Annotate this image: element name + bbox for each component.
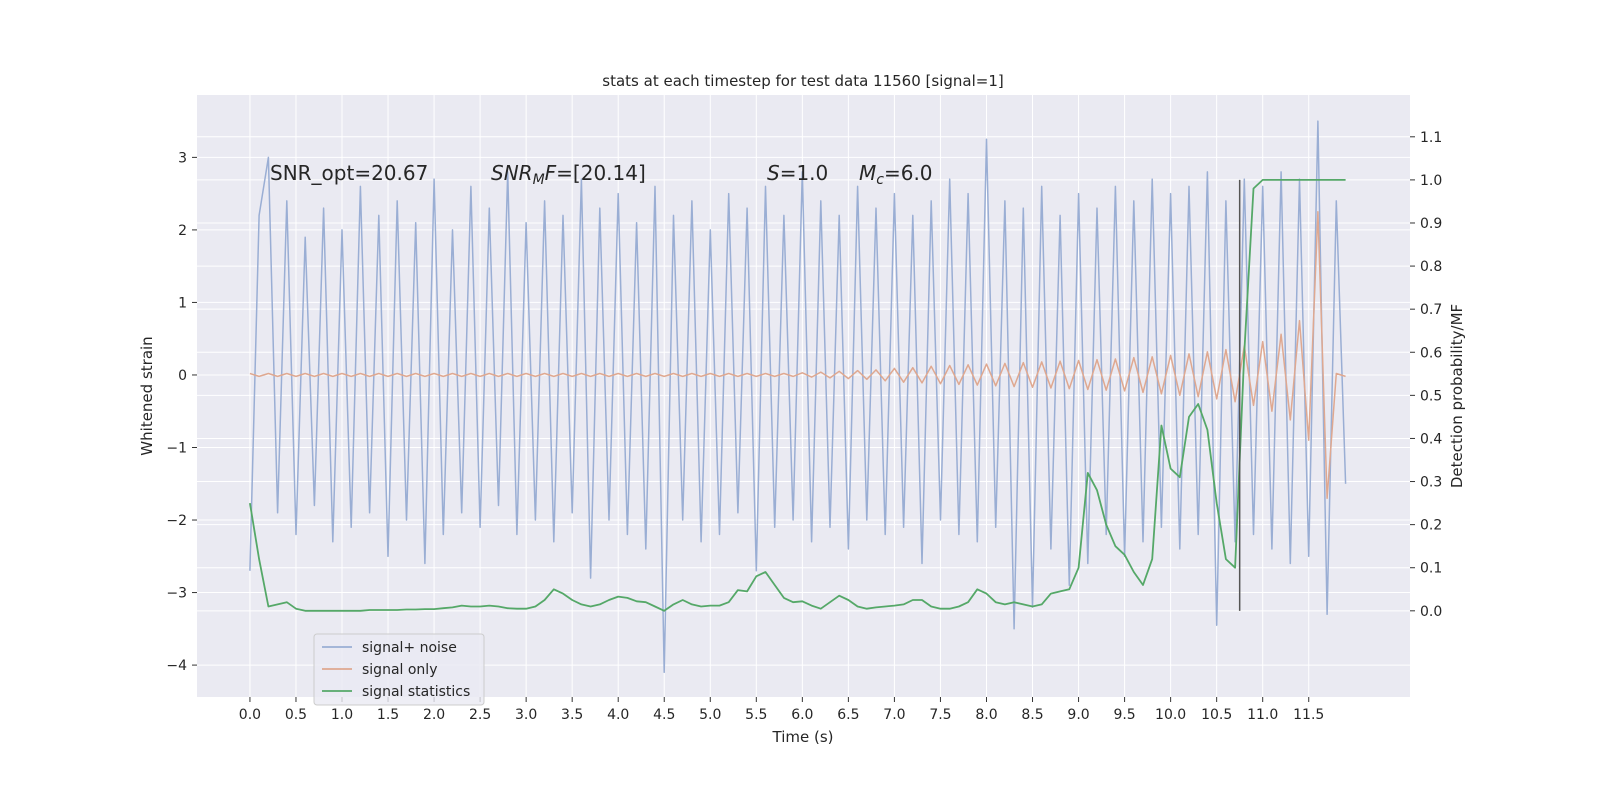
x-tick-label: 6.5: [837, 707, 859, 723]
annotation-part: S: [767, 161, 780, 185]
x-tick-label: 11.5: [1293, 707, 1324, 723]
legend: signal+ noise signal only signal statistic…: [313, 633, 485, 706]
chart-title: stats at each timestep for test data 115…: [602, 72, 1003, 90]
x-tick-label: 3.5: [561, 707, 583, 723]
legend-box: [313, 633, 485, 706]
x-tick-label: 1.0: [331, 707, 353, 723]
legend-label: signal statistics: [362, 684, 470, 700]
y-tick-label: 1: [178, 295, 187, 311]
x-tick-label: 0.0: [239, 707, 261, 723]
x-tick-label: 7.5: [929, 707, 951, 723]
x-tick-label: 2.0: [423, 707, 445, 723]
x-tick-label: 5.0: [699, 707, 721, 723]
annotation: Mc=6.0: [859, 161, 933, 188]
x-tick-label: 9.5: [1113, 707, 1135, 723]
y-tick-label: 3: [178, 150, 187, 166]
x-tick-label: 0.5: [285, 707, 307, 723]
x-tick-label: 10.0: [1155, 707, 1186, 723]
y-tick-label: −4: [166, 658, 187, 674]
y2-tick-label: 0.0: [1420, 604, 1442, 620]
y2-tick-label: 0.8: [1420, 259, 1442, 275]
annotation: SNR_opt=20.67: [270, 161, 428, 185]
y2-tick-label: 0.5: [1420, 388, 1442, 404]
x-tick-label: 9.0: [1067, 707, 1089, 723]
plot-area: [197, 95, 1410, 697]
x-tick-label: 11.0: [1247, 707, 1278, 723]
y2-tick-label: 0.6: [1420, 345, 1442, 361]
annotation-part: =6.0: [884, 161, 933, 185]
y-tick-label: −3: [166, 586, 187, 602]
y-tick-label: −2: [166, 513, 187, 529]
annotation-part: =1.0: [780, 161, 829, 185]
y2-tick-label: 0.1: [1420, 561, 1442, 577]
y2-tick-label: 0.2: [1420, 518, 1442, 534]
annotation-part: M: [533, 172, 545, 188]
y-tick-label: 0: [178, 368, 187, 384]
x-tick-label: 10.5: [1201, 707, 1232, 723]
annotation: SNRMF=[20.14]: [491, 161, 646, 188]
y2-tick-label: 0.9: [1420, 216, 1442, 232]
annotation-part: c: [876, 172, 884, 188]
annotation-part: F: [545, 161, 557, 185]
x-tick-label: 6.0: [791, 707, 813, 723]
y2-tick-label: 0.3: [1420, 475, 1442, 491]
series-line: [249, 179, 1346, 612]
y2-tick-label: 1.0: [1420, 173, 1442, 189]
series-line: [249, 211, 1346, 500]
y2-tick-label: 0.4: [1420, 431, 1442, 447]
x-tick-label: 8.5: [1021, 707, 1043, 723]
y2-axis-label: Detection probability/MF: [1448, 304, 1466, 488]
x-tick-label: 4.5: [653, 707, 675, 723]
y2-tick-label: 0.7: [1420, 302, 1442, 318]
x-tick-label: 8.0: [975, 707, 997, 723]
annotation-part: M: [859, 161, 876, 185]
y-tick-label: −1: [166, 440, 187, 456]
x-tick-label: 1.5: [377, 707, 399, 723]
legend-label: signal only: [362, 662, 437, 678]
y-tick-label: 2: [178, 223, 187, 239]
x-axis-label: Time (s): [772, 728, 834, 746]
x-tick-label: 5.5: [745, 707, 767, 723]
series-line: [249, 120, 1347, 674]
annotation-part: =[20.14]: [556, 161, 646, 185]
y-axis-label: Whitened strain: [138, 336, 156, 455]
x-tick-label: 2.5: [469, 707, 491, 723]
legend-label: signal+ noise: [362, 640, 457, 656]
y2-tick-label: 1.1: [1420, 130, 1442, 146]
x-tick-label: 3.0: [515, 707, 537, 723]
x-tick-label: 7.0: [883, 707, 905, 723]
annotation: S=1.0: [767, 161, 828, 185]
annotation-part: SNR: [491, 161, 533, 185]
annotation-part: SNR_opt=20.67: [270, 161, 428, 185]
x-tick-label: 4.0: [607, 707, 629, 723]
